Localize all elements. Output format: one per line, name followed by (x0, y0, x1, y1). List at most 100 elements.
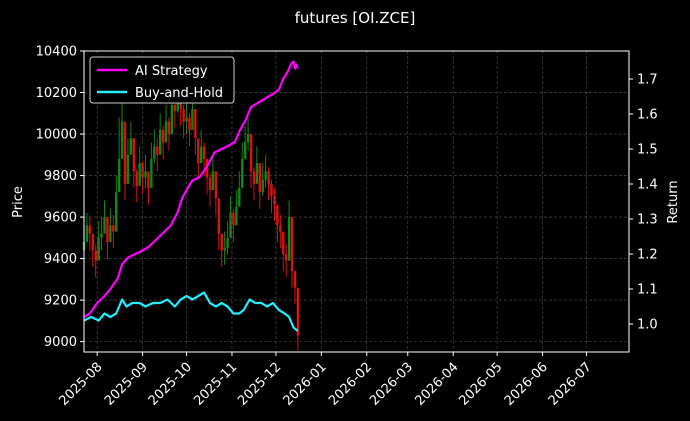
x-tick-label: 2026-01 (281, 360, 330, 409)
candle-body (293, 271, 297, 288)
candle-body (220, 233, 223, 251)
candle-body (194, 109, 197, 139)
candle-body (264, 171, 267, 180)
x-tick-label: 2025-12 (235, 360, 284, 409)
candle-body (284, 254, 288, 261)
candle-body (158, 129, 162, 155)
candle-body (120, 121, 124, 159)
series-lines (83, 60, 299, 332)
candle-body (282, 231, 285, 255)
y-right-tick-label: 1.2 (637, 248, 658, 263)
candle-body (164, 121, 168, 143)
candle-body (261, 179, 264, 193)
y-left-tick-label: 10400 (36, 45, 77, 60)
y-axis-left: 9000 9200 9400 9600 9800 10000 10200 10400 (36, 45, 84, 350)
candle-body (161, 129, 165, 143)
y-right-tick-label: 1.0 (637, 318, 658, 333)
x-tick-label: 2026-03 (367, 360, 416, 409)
candle-body (91, 233, 94, 251)
candle-body (246, 134, 250, 143)
x-tick-label: 2026-02 (326, 360, 375, 409)
candle-body (188, 117, 191, 130)
x-tick-label: 2025-08 (57, 360, 106, 409)
candle-body (273, 196, 276, 205)
candle-body (112, 225, 115, 232)
candle-body (147, 171, 150, 189)
candle-body (279, 225, 282, 232)
x-tick-label: 2025-11 (191, 360, 240, 409)
candle-body (126, 154, 130, 184)
chart-title: futures [OI.ZCE] (295, 9, 416, 27)
candle-body (258, 163, 262, 193)
candle-body (85, 225, 89, 242)
candle-body (217, 198, 220, 234)
candle-body (232, 212, 235, 226)
x-tick-label: 2025-09 (102, 360, 151, 409)
candle-body (197, 138, 200, 164)
candle-body (241, 158, 244, 189)
candle-body (243, 142, 247, 159)
y-right-tick-label: 1.3 (637, 213, 658, 228)
y-right-tick-label: 1.1 (637, 283, 658, 298)
candle-body (238, 188, 241, 207)
plot-frame (83, 50, 630, 353)
candle-body (144, 171, 147, 178)
candle-body (106, 217, 109, 242)
candle-body (141, 163, 144, 178)
candle-body (135, 171, 138, 186)
candle-body (129, 138, 133, 155)
candle-body (176, 96, 179, 112)
candle-body (235, 206, 238, 226)
candle-body (117, 158, 121, 193)
y-left-tick-label: 9600 (44, 211, 77, 226)
legend-label-buy-and-hold: Buy-and-Hold (135, 86, 223, 101)
candle-body (214, 171, 218, 199)
y-left-tick-label: 9000 (44, 335, 77, 350)
candle-body (211, 171, 215, 191)
candle-body (150, 158, 153, 189)
candle-body (138, 163, 141, 186)
price-candles (82, 80, 300, 350)
candle-body (290, 217, 294, 272)
candle-body (103, 217, 106, 234)
candle-body (276, 204, 279, 226)
x-axis: 2025-082025-092025-102025-112025-122026-… (57, 352, 595, 409)
y-right-tick-label: 1.5 (637, 143, 658, 158)
candle-body (182, 109, 185, 122)
y-left-tick-label: 9400 (44, 252, 77, 267)
candle-body (249, 134, 253, 172)
y-right-tick-label: 1.4 (637, 178, 658, 193)
x-tick-label: 2025-10 (146, 360, 195, 409)
candle-body (208, 177, 212, 191)
y-axis-right: 1.0 1.1 1.2 1.3 1.4 1.5 1.6 1.7 (629, 73, 658, 333)
candle-body (97, 237, 100, 261)
candle-body (94, 250, 97, 261)
y-right-tick-label: 1.6 (637, 108, 658, 123)
y-axis-left-label: Price (11, 186, 26, 218)
candle-body (200, 146, 203, 164)
candle-body (252, 171, 256, 184)
grid (84, 50, 629, 352)
candle-body (270, 183, 273, 197)
candle-body (191, 109, 194, 130)
x-tick-label: 2026-04 (413, 360, 462, 409)
y-left-tick-label: 10000 (36, 128, 77, 143)
candle-body (132, 138, 136, 172)
candle-body (170, 104, 174, 135)
candle-body (296, 287, 300, 336)
candle-body (115, 192, 118, 232)
candle-body (287, 217, 291, 261)
series-line-buy-and-hold (83, 291, 299, 332)
y-axis-right-label: Return (666, 180, 681, 223)
series-line-ai-strategy (83, 60, 299, 318)
candle-body (156, 146, 159, 155)
candle-body (267, 171, 270, 184)
candle-body (223, 248, 226, 251)
candle-body (109, 225, 112, 242)
x-tick-label: 2026-07 (546, 360, 595, 409)
candle-body (185, 117, 188, 122)
candle-body (202, 146, 206, 159)
candle-body (153, 146, 156, 159)
y-left-tick-label: 10200 (36, 86, 77, 101)
